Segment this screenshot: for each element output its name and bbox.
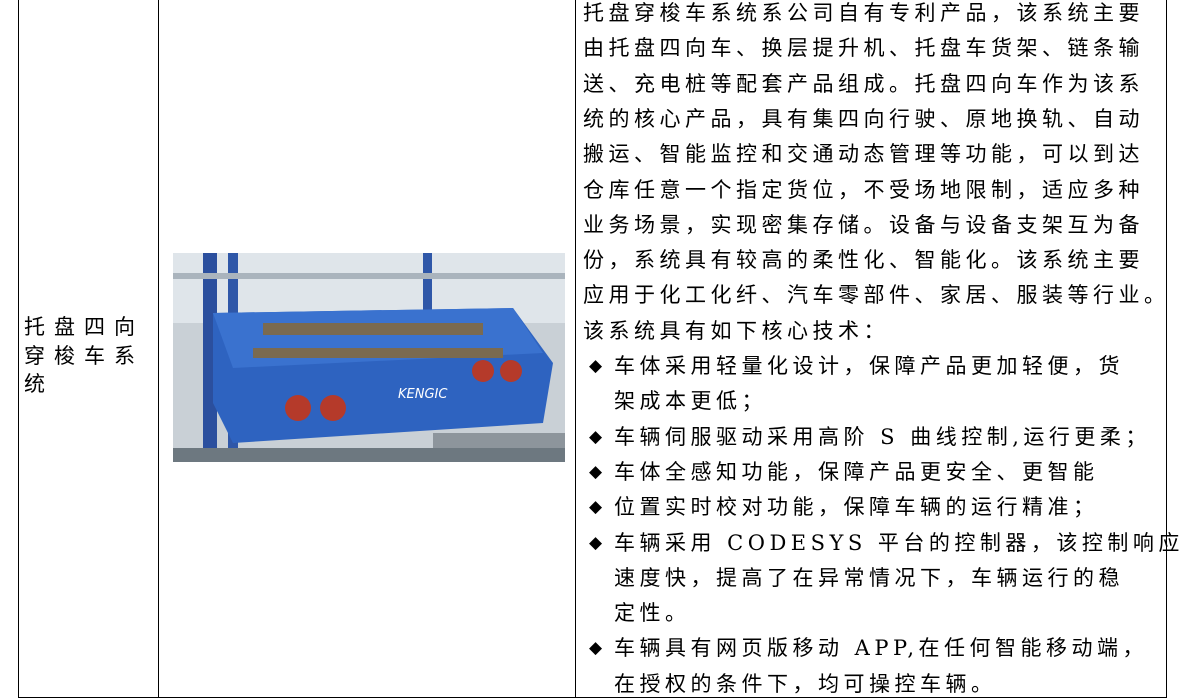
cell-border <box>18 697 1167 698</box>
bullet-line: 车辆采用 CODESYS 平台的控制器，该控制响应 <box>614 530 1179 555</box>
bullet-line: 速度快，提高了在异常情况下，车辆运行的稳 <box>614 565 1124 590</box>
name-line: 托盘四向 <box>24 315 144 339</box>
bullet-marker: ◆ <box>589 532 603 553</box>
description-line: 份，系统具有较高的柔性化、智能化。该系统主要 <box>583 248 1144 273</box>
bullet-marker: ◆ <box>589 497 603 518</box>
description-line: 搬运、智能监控和交通动态管理等功能，可以到达 <box>583 142 1144 167</box>
cell-border <box>1166 0 1167 698</box>
description-line: 托盘穿梭车系统系公司自有专利产品，该系统主要 <box>583 1 1144 25</box>
bullet-marker: ◆ <box>589 461 603 482</box>
bullet-line: 车辆具有网页版移动 APP,在任何智能移动端， <box>614 636 1149 661</box>
description-line: 业务场景，实现密集存储。设备与设备支架互为备 <box>583 212 1144 237</box>
cell-border <box>18 0 19 698</box>
bullet-line: 在授权的条件下，均可操控车辆。 <box>614 671 997 696</box>
bullet-line: 车体全感知功能，保障产品更安全、更智能 <box>614 459 1099 484</box>
description-line: 由托盘四向车、换层提升机、托盘车货架、链条输 <box>583 36 1144 61</box>
bullet-marker: ◆ <box>589 638 603 659</box>
description-line: 该系统具有如下核心技术： <box>583 318 889 343</box>
description-line: 仓库任意一个指定货位，不受场地限制，适应多种 <box>583 177 1144 202</box>
svg-text:KENGIC: KENGIC <box>398 387 448 402</box>
bullet-line: 车辆伺服驱动采用高阶 S 曲线控制,运行更柔； <box>614 424 1151 449</box>
description-line: 统的核心产品，具有集四向行驶、原地换轨、自动 <box>583 106 1144 131</box>
bullet-line: 车体采用轻量化设计，保障产品更加轻便，货 <box>614 354 1124 378</box>
bullet-line: 定性。 <box>614 601 691 626</box>
bullet-line: 位置实时校对功能，保障车辆的运行精准； <box>614 495 1099 520</box>
name-line: 穿梭车系 <box>24 343 144 368</box>
cell-border <box>575 0 576 698</box>
name-line: 统 <box>24 372 54 396</box>
bullet-line: 架成本更低； <box>614 389 767 414</box>
description-line: 送、充电桩等配套产品组成。托盘四向车作为该系 <box>583 71 1144 96</box>
cell-border <box>158 0 159 698</box>
bullet-marker: ◆ <box>589 426 603 447</box>
product-photo: KENGIC <box>173 253 565 462</box>
description-line: 应用于化工化纤、汽车零部件、家居、服装等行业。 <box>583 283 1170 308</box>
bullet-marker: ◆ <box>589 356 603 376</box>
